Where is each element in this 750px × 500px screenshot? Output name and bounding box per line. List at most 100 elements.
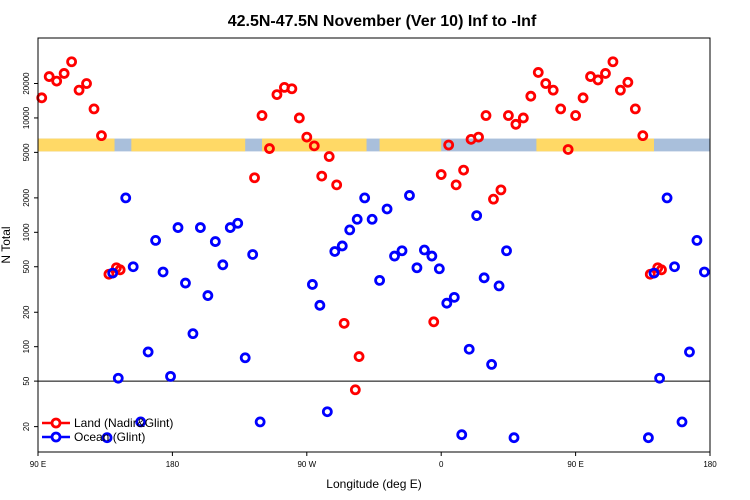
x-axis-label: Longitude (deg E): [326, 477, 421, 491]
y-tick-label: 5000: [22, 143, 31, 161]
land-point: [525, 90, 537, 102]
land-point: [570, 110, 581, 121]
ocean-point: [463, 343, 475, 355]
legend: Land (Nadir&Glint) Ocean (Glint): [42, 416, 173, 444]
land-point: [51, 75, 63, 87]
ocean-point: [448, 291, 460, 303]
ocean-point: [643, 432, 654, 444]
y-axis-ticks: 20 50 100 200 500 1000 2000 5000 10000 20000: [22, 72, 38, 431]
ocean-point: [359, 192, 371, 204]
land-point: [249, 172, 260, 184]
ocean-point: [486, 359, 498, 370]
ocean-point: [411, 262, 423, 274]
band-land-segment: [536, 138, 654, 152]
ocean-point: [217, 259, 229, 271]
ocean-point: [187, 328, 199, 340]
y-tick-label: 20: [22, 422, 31, 431]
ocean-point: [691, 234, 703, 246]
ocean-point: [418, 244, 430, 256]
land-point: [615, 84, 626, 96]
ocean-point: [180, 277, 191, 289]
ocean-point: [684, 346, 695, 358]
ocean-point: [329, 246, 341, 257]
y-tick-label: 20000: [22, 72, 31, 95]
y-axis-label: N Total: [0, 226, 13, 263]
band-land-segment: [131, 138, 246, 152]
land-point: [435, 169, 447, 180]
land-point: [293, 112, 305, 124]
data-points: [36, 56, 710, 444]
land-point: [637, 130, 649, 142]
land-point: [96, 130, 107, 142]
y-tick-label: 2000: [22, 188, 31, 206]
land-point: [562, 144, 574, 155]
ocean-point: [135, 416, 147, 428]
land-point: [450, 179, 462, 191]
x-tick-label: 180: [703, 460, 717, 469]
land-point: [502, 110, 514, 121]
ocean-point: [396, 245, 408, 257]
ocean-point: [194, 222, 206, 233]
legend-ocean-label: Ocean (Glint): [74, 430, 145, 444]
x-tick-label: 90 E: [30, 460, 46, 469]
ocean-point: [165, 370, 176, 382]
ocean-point: [404, 190, 415, 201]
ocean-point: [254, 416, 266, 428]
y-tick-label: 50: [22, 376, 31, 385]
land-point: [600, 68, 611, 79]
band-land-segment: [379, 138, 442, 152]
legend-ocean-marker: [50, 431, 62, 443]
ocean-point: [699, 266, 710, 278]
land-point: [443, 139, 455, 151]
ocean-point: [209, 236, 221, 247]
ocean-point: [508, 432, 520, 444]
ocean-point: [426, 250, 438, 262]
land-point: [517, 112, 529, 124]
y-tick-label: 1000: [22, 223, 31, 241]
ocean-point: [202, 290, 214, 301]
land-point: [73, 84, 85, 96]
land-point: [607, 56, 619, 68]
ocean-point: [351, 213, 363, 225]
land-point: [66, 56, 77, 68]
legend-land-marker: [50, 417, 62, 429]
land-point: [428, 316, 440, 328]
band-land-segment: [262, 138, 367, 152]
land-point: [353, 351, 365, 362]
land-point: [271, 89, 283, 100]
ocean-point: [676, 416, 688, 428]
legend-land-label: Land (Nadir&Glint): [74, 416, 173, 430]
ocean-point: [306, 279, 318, 290]
ocean-point: [471, 210, 483, 222]
land-point: [622, 76, 634, 88]
y-tick-label: 100: [22, 339, 31, 353]
ocean-point: [501, 245, 512, 257]
y-tick-label: 200: [22, 305, 31, 319]
land-point: [480, 110, 492, 121]
ocean-point: [101, 432, 113, 444]
land-point: [286, 83, 298, 95]
ocean-point: [314, 299, 326, 311]
x-tick-label: 180: [166, 460, 180, 469]
ocean-point: [127, 261, 139, 273]
land-point: [495, 184, 507, 196]
ocean-point: [142, 346, 154, 358]
land-point: [629, 103, 641, 115]
land-point: [488, 193, 499, 205]
ocean-point: [654, 372, 665, 384]
ocean-point: [433, 263, 445, 275]
ocean-point: [321, 406, 333, 418]
ocean-point: [669, 261, 680, 273]
land-point: [577, 92, 589, 104]
land-point: [349, 384, 361, 396]
chart-title: 42.5N-47.5N November (Ver 10) Inf to -In…: [228, 13, 537, 30]
ocean-point: [247, 249, 259, 260]
land-point: [338, 317, 350, 329]
x-tick-label: 0: [439, 460, 444, 469]
land-point: [592, 74, 604, 86]
land-point: [43, 71, 55, 82]
land-point: [458, 164, 470, 176]
ocean-point: [172, 222, 184, 233]
land-point: [510, 118, 522, 130]
